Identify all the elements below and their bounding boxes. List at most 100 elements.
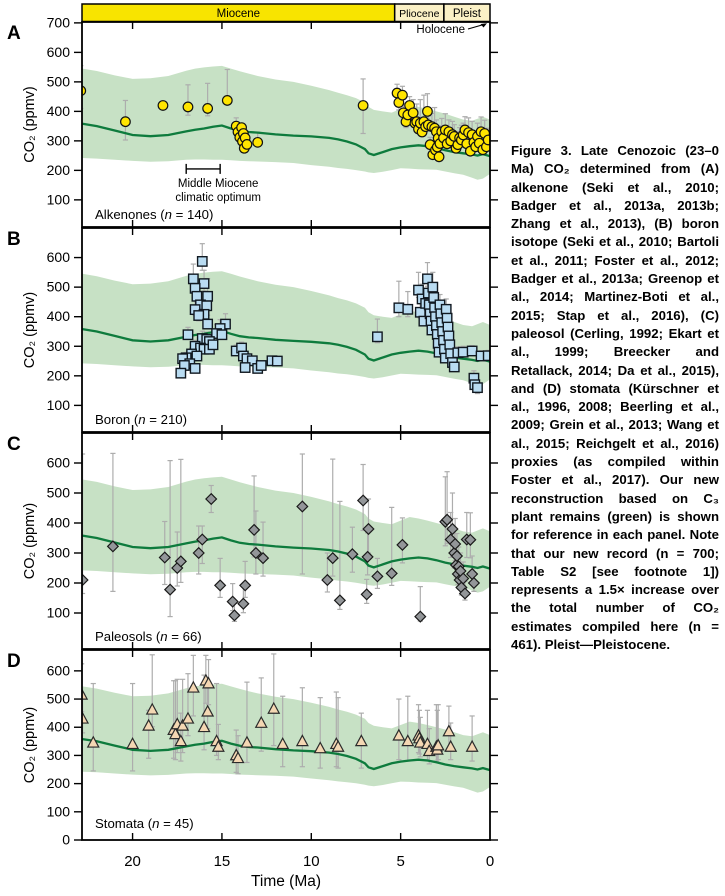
paleosols-point: [256, 551, 270, 565]
proxy-label-alkenones: Alkenones (n = 140): [95, 207, 213, 222]
panel-B: 100 200 300 400 500 600 B CO₂ (ppmv) Boron (n = …: [7, 227, 498, 433]
y-axis-title: CO₂ (ppmv): [22, 292, 38, 369]
stomata-point: [202, 676, 216, 689]
paleosols-point: [362, 522, 375, 536]
y-tick-label: 200: [47, 575, 71, 591]
boron-point: [402, 303, 414, 315]
panel-C: 100 200 300 400 500 600 C CO₂ (ppmv) Paleosols (…: [7, 432, 498, 650]
stomata-point: [181, 711, 195, 724]
boron-point: [472, 382, 483, 394]
y-axis-title: CO₂ (ppmv): [22, 503, 38, 580]
x-tick-label: 20: [124, 853, 141, 870]
paleosols-point: [196, 533, 209, 546]
boron-point: [216, 329, 228, 341]
alkenones-point: [252, 136, 264, 148]
x-axis-title: Time (Ma): [251, 873, 321, 890]
data-points: [82, 673, 479, 764]
panel-D: 0 100 200 300 400 500 600 D CO₂ (ppmv) Stomata (n…: [7, 649, 498, 848]
reconstruction-line: [82, 122, 490, 158]
paleosols-point: [464, 533, 477, 546]
stomata-point: [444, 739, 458, 752]
stomata-point: [276, 736, 290, 750]
stomata-point: [186, 680, 200, 693]
paleosols-point: [385, 567, 398, 580]
y-tick-label: 700: [47, 14, 71, 30]
y-tick-label: 300: [47, 338, 71, 354]
panel-letter-C: C: [7, 434, 21, 455]
proxy-label-paleosols: Paleosols (n = 66): [95, 629, 202, 644]
stomata-point: [295, 734, 309, 747]
y-tick-label: 200: [47, 162, 71, 178]
boron-point: [271, 355, 283, 367]
boron-point: [175, 367, 187, 379]
boron-point: [198, 278, 210, 289]
paleosols-point: [226, 595, 239, 608]
paleosols-point: [205, 492, 218, 506]
boron-point: [239, 362, 251, 373]
stomata-point: [145, 702, 159, 715]
proxy-label-boron: Boron (n = 210): [95, 412, 187, 427]
alkenones-point: [357, 100, 369, 111]
panel-A: 100 200 300 400 500 600 700 A CO₂ (ppmv) Alkenone…: [7, 14, 498, 228]
co2-proxy-figure: Miocene Pliocene PleistHolocene10020030040…: [7, 3, 498, 890]
alkenones-point: [120, 116, 131, 128]
alkenones-point: [422, 105, 433, 117]
alkenones-point: [397, 89, 408, 101]
boron-point: [413, 284, 424, 296]
epoch-label: Miocene: [217, 8, 260, 20]
paleosols-point: [326, 551, 339, 565]
stomata-point: [465, 739, 479, 752]
boron-point: [457, 346, 469, 358]
paleosols-point: [249, 546, 263, 560]
stomata-point: [331, 739, 345, 752]
y-tick-label: 500: [47, 691, 71, 707]
paleosols-point: [239, 579, 252, 592]
data-points: [82, 85, 490, 163]
boron-point: [482, 350, 490, 362]
panel-letter-D: D: [7, 651, 21, 672]
epoch-label: Pliocene: [399, 8, 439, 20]
stomata-point: [168, 727, 182, 740]
y-tick-label: 600: [47, 249, 71, 265]
stomata-point: [254, 715, 268, 728]
alkenones-point: [221, 95, 233, 106]
boron-point: [427, 281, 439, 293]
y-axis-title: CO₂ (ppmv): [22, 707, 38, 784]
y-tick-label: 600: [47, 455, 71, 471]
stomata-point: [431, 738, 445, 751]
alkenones-point: [182, 101, 194, 113]
panel-border: [81, 21, 491, 228]
paleosols-point: [450, 549, 464, 563]
panel-border: [81, 649, 491, 841]
reconstruction-line: [82, 737, 490, 772]
holocene-label: Holocene: [416, 24, 465, 36]
stomata-point: [313, 741, 327, 754]
boron-point: [393, 302, 405, 314]
y-tick-label: 200: [47, 775, 71, 791]
stomata-point: [142, 718, 156, 731]
paleosols-point: [106, 540, 120, 553]
x-tick-label: 0: [486, 853, 494, 870]
uncertainty-band: [82, 476, 490, 593]
boron-point: [187, 273, 199, 285]
paleosols-point: [414, 610, 427, 623]
stomata-point: [176, 718, 190, 731]
alkenones-point: [157, 100, 169, 111]
y-tick-label: 300: [47, 747, 71, 763]
stomata-point: [413, 735, 427, 748]
paleosols-point: [446, 522, 459, 536]
y-tick-label: 400: [47, 515, 71, 531]
paleosols-point: [247, 523, 261, 537]
paleosols-point: [371, 570, 384, 583]
paleosols-point: [321, 573, 334, 587]
panel-letter-A: A: [7, 23, 21, 44]
alkenones-point: [241, 139, 253, 150]
y-tick-label: 500: [47, 73, 71, 89]
stomata-point: [240, 735, 254, 748]
paleosols-point: [440, 513, 454, 526]
boron-point: [196, 256, 208, 267]
paleosols-point: [449, 537, 462, 551]
paleosols-point: [356, 494, 370, 507]
y-tick-label: 600: [47, 662, 71, 678]
paleosols-point: [228, 609, 241, 622]
